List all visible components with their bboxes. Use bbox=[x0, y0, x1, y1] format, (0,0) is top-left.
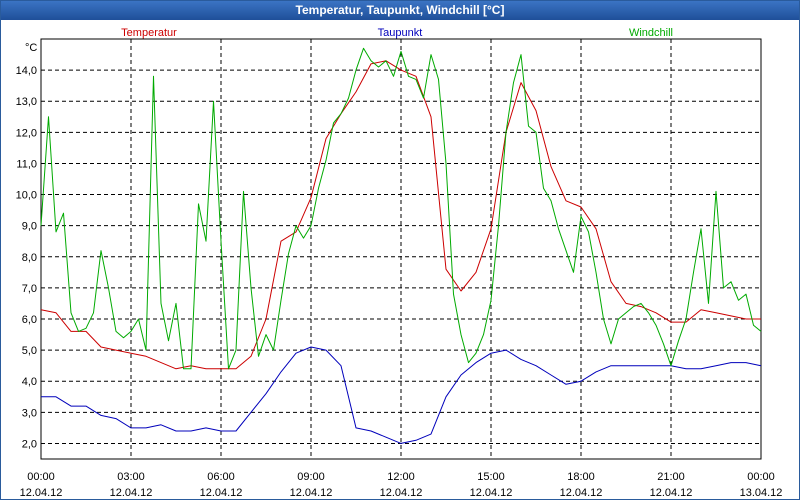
legend-label-windchill: Windchill bbox=[629, 27, 673, 39]
x-tick-time-label: 21:00 bbox=[657, 471, 685, 483]
y-axis-unit-label: °C bbox=[25, 42, 37, 54]
y-tick-label: 7,0 bbox=[22, 283, 37, 295]
y-tick-label: 12,0 bbox=[16, 127, 37, 139]
x-tick-date-label: 12.04.12 bbox=[110, 487, 153, 499]
x-tick-time-label: 00:00 bbox=[27, 471, 55, 483]
x-tick-date-label: 12.04.12 bbox=[20, 487, 63, 499]
legend-label-temperatur: Temperatur bbox=[121, 27, 177, 39]
y-tick-label: 14,0 bbox=[16, 65, 37, 77]
x-tick-time-label: 06:00 bbox=[207, 471, 235, 483]
x-tick-time-label: 18:00 bbox=[567, 471, 595, 483]
series-line-temperatur bbox=[40, 60, 761, 370]
x-tick-time-label: 00:00 bbox=[747, 471, 775, 483]
x-tick-time-label: 09:00 bbox=[297, 471, 325, 483]
y-tick-label: 13,0 bbox=[16, 96, 37, 108]
x-tick-date-label: 12.04.12 bbox=[650, 487, 693, 499]
x-tick-date-label: 12.04.12 bbox=[380, 487, 423, 499]
y-tick-label: 4,0 bbox=[22, 376, 37, 388]
series-line-windchill bbox=[40, 47, 762, 370]
x-tick-date-label: 12.04.12 bbox=[560, 487, 603, 499]
x-tick-time-label: 12:00 bbox=[387, 471, 415, 483]
y-tick-label: 2,0 bbox=[22, 438, 37, 450]
x-tick-date-label: 13.04.12 bbox=[740, 487, 783, 499]
y-tick-label: 8,0 bbox=[22, 252, 37, 264]
y-tick-label: 6,0 bbox=[22, 314, 37, 326]
x-tick-date-label: 12.04.12 bbox=[290, 487, 333, 499]
plot-area-border bbox=[40, 38, 762, 460]
window-title: Temperatur, Taupunkt, Windchill [°C] bbox=[1, 1, 799, 20]
y-tick-label: 11,0 bbox=[16, 158, 37, 170]
y-tick-label: 3,0 bbox=[22, 407, 37, 419]
y-tick-label: 10,0 bbox=[16, 190, 37, 202]
x-tick-date-label: 12.04.12 bbox=[470, 487, 513, 499]
y-tick-label: 9,0 bbox=[22, 221, 37, 233]
series-line-taupunkt bbox=[41, 346, 762, 444]
legend-label-taupunkt: Taupunkt bbox=[378, 27, 423, 39]
y-tick-label: 5,0 bbox=[22, 345, 37, 357]
x-tick-date-label: 12.04.12 bbox=[200, 487, 243, 499]
x-tick-time-label: 03:00 bbox=[117, 471, 145, 483]
x-tick-time-label: 15:00 bbox=[477, 471, 505, 483]
